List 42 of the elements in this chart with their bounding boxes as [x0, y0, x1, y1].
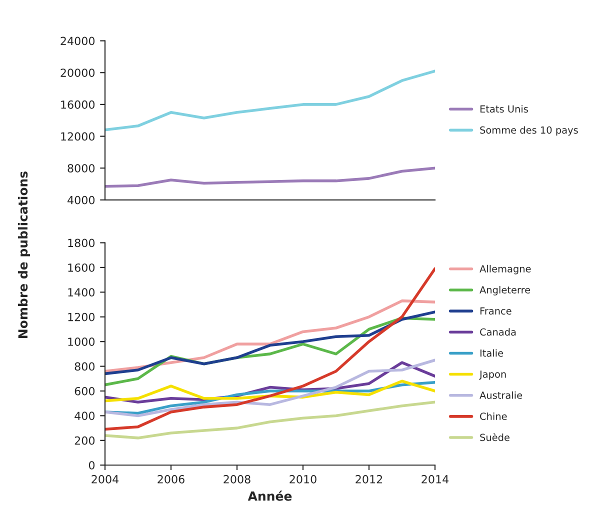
y-tick-label: 1400 [68, 288, 95, 297]
x-tick-label: 2006 [158, 475, 184, 484]
y-tick-label: 24000 [60, 36, 95, 46]
y-tick-label: 4000 [68, 196, 95, 204]
y-tick-label: 20000 [60, 68, 95, 78]
y-tick-label: 8000 [68, 164, 95, 172]
legend-label: Canada [480, 328, 516, 336]
legend-label: France [480, 307, 512, 315]
y-tick-label: 1000 [68, 338, 95, 346]
legend-label: Allemagne [480, 264, 531, 274]
legend-label: Australie [480, 391, 522, 399]
y-tick-label: 200 [74, 436, 95, 445]
line-series [105, 380, 435, 402]
y-tick-label: 1800 [68, 238, 95, 248]
line-series [105, 400, 435, 440]
y-axis-title: Nombre de publications [18, 172, 30, 338]
line-series [105, 166, 435, 188]
legend-label: Suède [480, 433, 510, 442]
line-series [105, 310, 435, 376]
x-tick-label: 2014 [422, 475, 449, 484]
y-tick-label: 600 [74, 386, 95, 396]
y-tick-label: 1600 [68, 263, 95, 272]
y-tick-label: 1200 [68, 312, 95, 322]
legend-label: Etats Unis [480, 105, 528, 113]
legend-label: Japon [479, 370, 506, 380]
y-tick-label: 12000 [61, 132, 95, 141]
y-tick-label: 0 [88, 461, 95, 470]
line-series [105, 267, 435, 431]
y-tick-label: 800 [74, 362, 95, 371]
y-tick-label: 16000 [61, 100, 95, 109]
y-tick-label: 400 [74, 412, 95, 420]
x-tick-label: 2004 [92, 475, 119, 484]
line-series [105, 70, 435, 132]
x-tick-label: 2012 [356, 475, 382, 484]
x-tick-label: 2010 [290, 475, 316, 484]
legend-label: Somme des 10 pays [480, 126, 578, 136]
legend-label: Italie [480, 349, 504, 357]
line-series [105, 358, 435, 418]
legend-label: Chine [480, 412, 507, 420]
x-tick-label: 2008 [224, 475, 250, 484]
x-axis-title: Année [248, 490, 292, 501]
legend-label: Angleterre [480, 286, 530, 296]
